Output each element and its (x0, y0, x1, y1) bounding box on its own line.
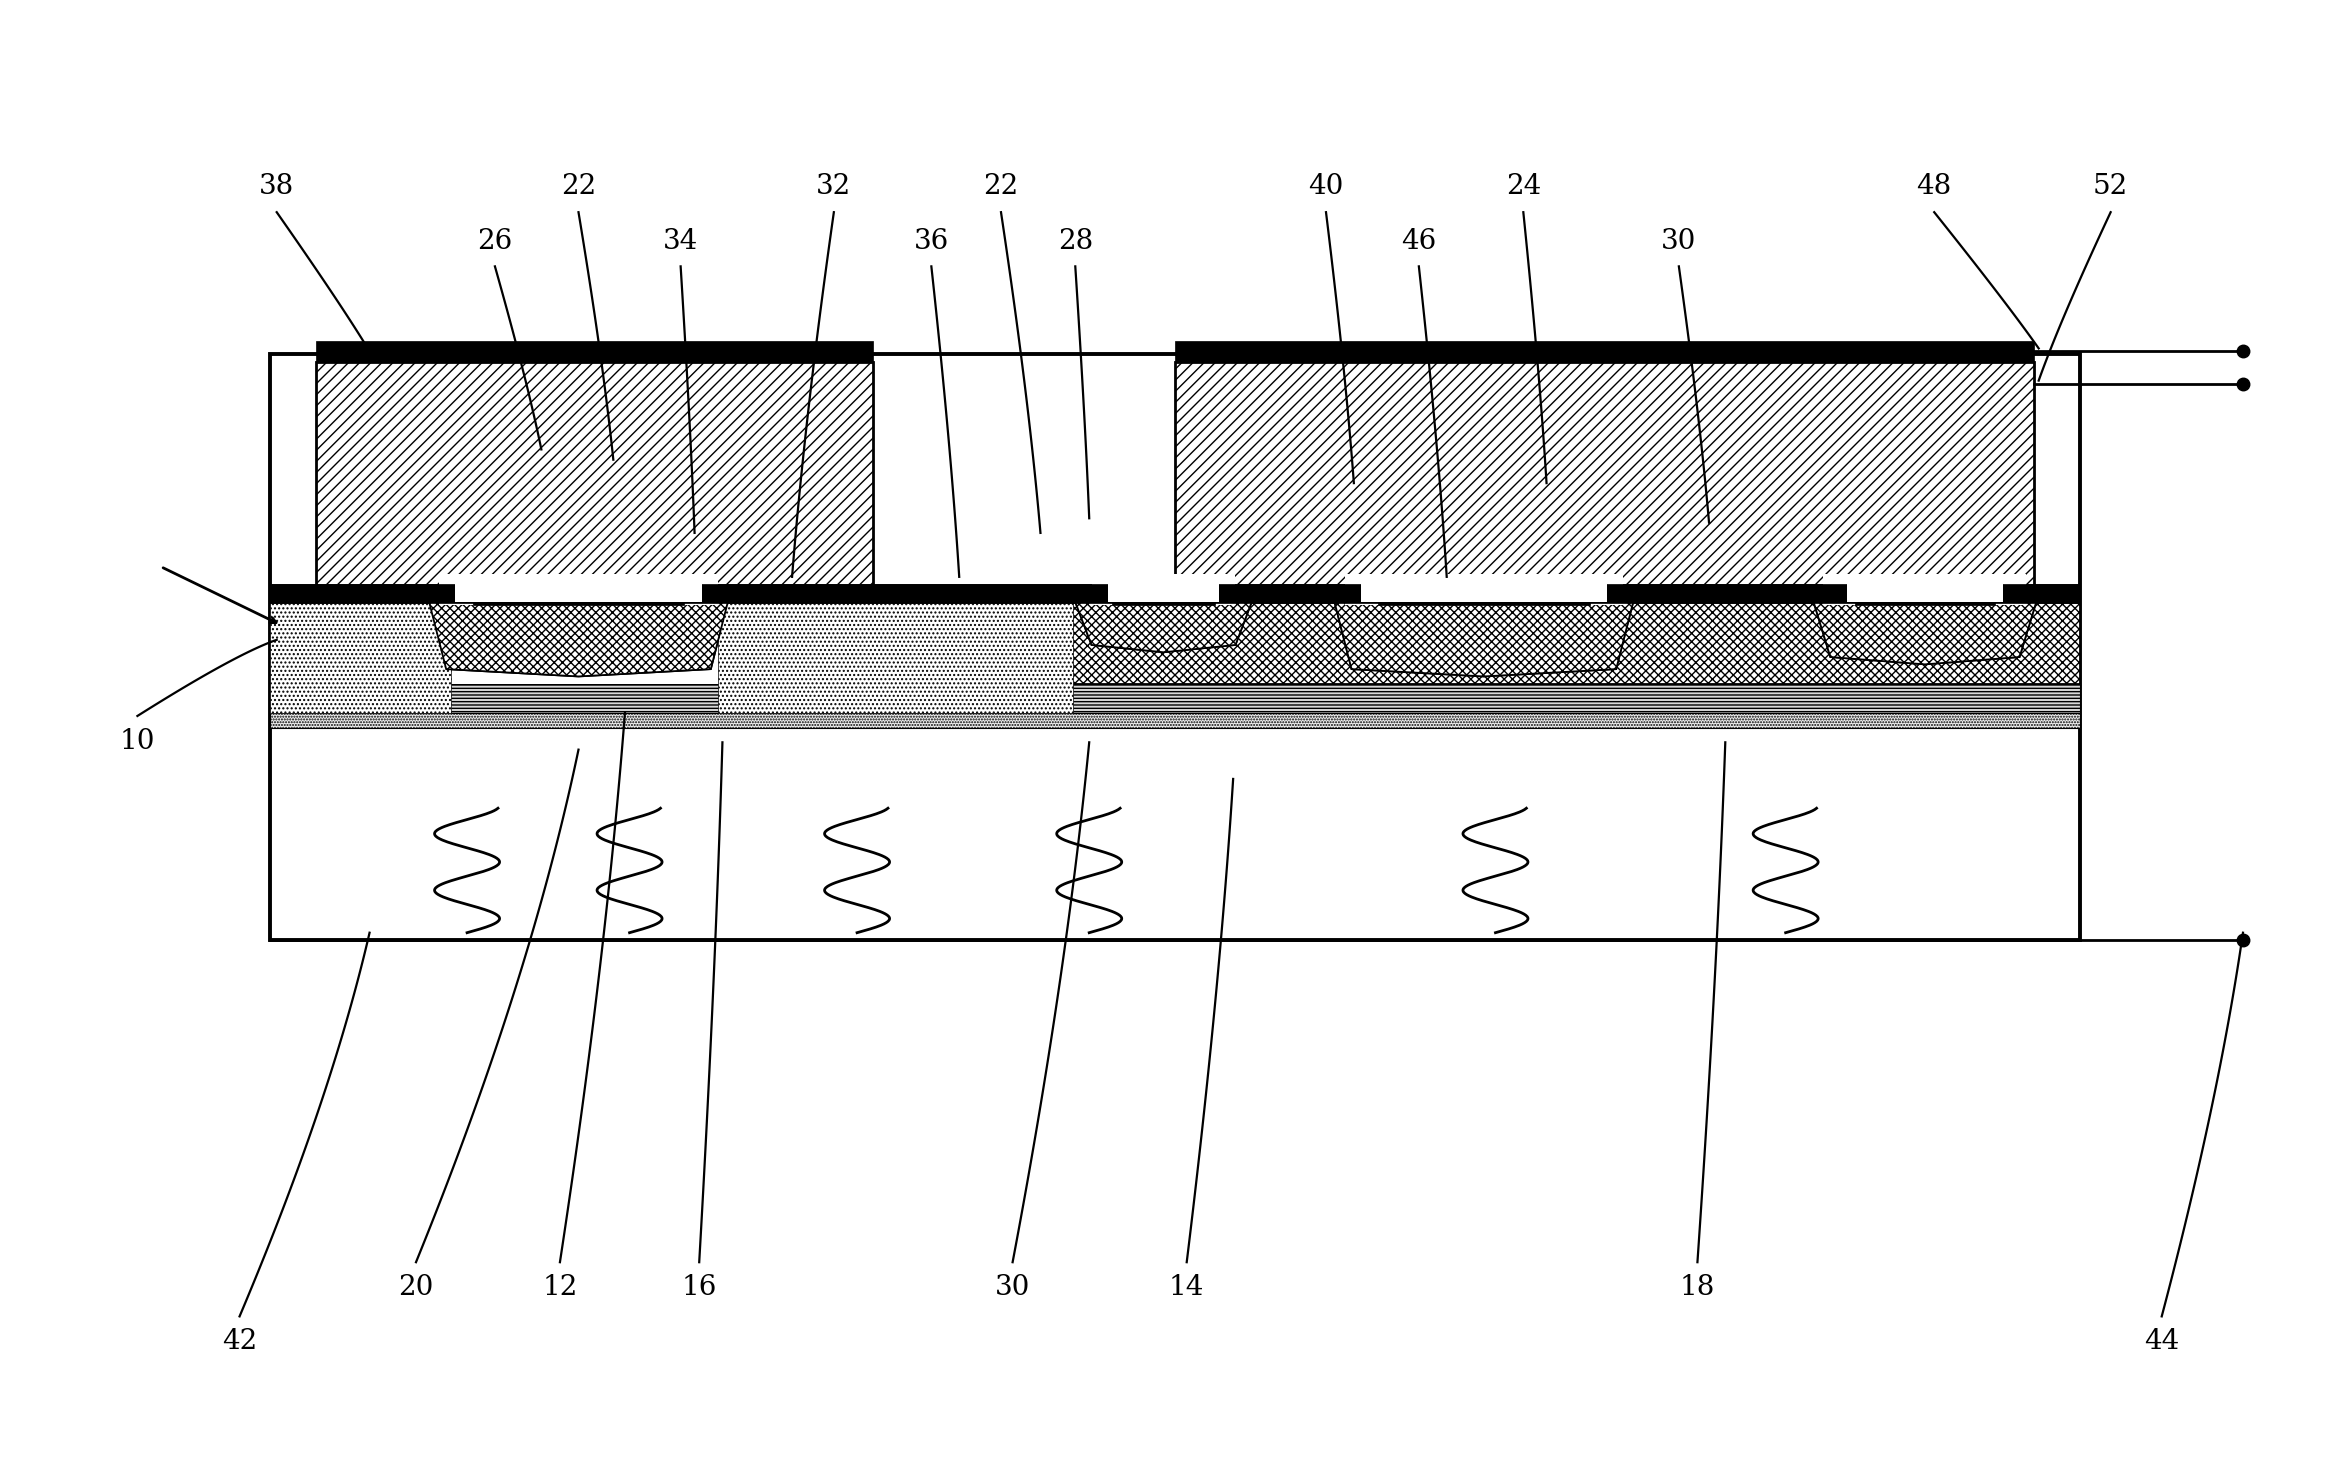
Text: 30: 30 (1661, 228, 1696, 254)
Bar (316, 588, 873, 603)
Polygon shape (1333, 595, 1636, 676)
Text: 16: 16 (682, 1274, 717, 1301)
Text: 26: 26 (477, 228, 512, 254)
Text: 44: 44 (2143, 1327, 2180, 1355)
Bar (1824, 573, 2027, 604)
Text: 10: 10 (119, 728, 156, 754)
Bar (316, 341, 873, 362)
Text: 14: 14 (1168, 1274, 1205, 1301)
Text: 18: 18 (1680, 1274, 1715, 1301)
Polygon shape (428, 595, 728, 676)
Bar (270, 713, 2080, 728)
Bar (270, 584, 2080, 603)
Text: 52: 52 (2092, 173, 2129, 200)
Text: 30: 30 (996, 1274, 1031, 1301)
Bar (1112, 579, 1215, 604)
Bar (440, 573, 717, 604)
Bar (316, 362, 873, 588)
Bar (1848, 578, 2004, 601)
Bar (1378, 579, 1589, 604)
Bar (270, 354, 2080, 939)
Bar (270, 684, 2080, 713)
Text: 22: 22 (561, 173, 596, 200)
Text: 40: 40 (1308, 173, 1343, 200)
Text: 36: 36 (915, 228, 949, 254)
Bar (1345, 573, 1624, 604)
Bar (316, 603, 873, 684)
Polygon shape (1813, 595, 2038, 664)
Bar (1091, 573, 1236, 604)
Text: 48: 48 (1917, 173, 1952, 200)
Text: 32: 32 (817, 173, 852, 200)
Bar (270, 595, 2080, 684)
Bar (1175, 362, 2034, 588)
Bar (1361, 578, 1608, 601)
Text: 34: 34 (663, 228, 698, 254)
Bar (456, 578, 700, 601)
Bar (472, 579, 684, 604)
Text: 28: 28 (1059, 228, 1094, 254)
Polygon shape (1073, 595, 1254, 653)
Bar (1855, 579, 1994, 604)
Text: 24: 24 (1506, 173, 1540, 200)
Text: 22: 22 (984, 173, 1019, 200)
Bar (270, 595, 451, 713)
Bar (1175, 341, 2034, 362)
Bar (270, 584, 2080, 603)
Polygon shape (1813, 595, 2038, 664)
Text: 42: 42 (221, 1327, 258, 1355)
Polygon shape (1073, 595, 1254, 653)
Text: 20: 20 (398, 1274, 433, 1301)
Text: 38: 38 (258, 173, 293, 200)
Bar (1108, 578, 1219, 601)
Polygon shape (428, 595, 728, 676)
Text: 12: 12 (542, 1274, 577, 1301)
Bar (1175, 588, 2034, 603)
Text: 46: 46 (1401, 228, 1436, 254)
Polygon shape (1333, 595, 1636, 676)
Bar (717, 595, 1073, 713)
